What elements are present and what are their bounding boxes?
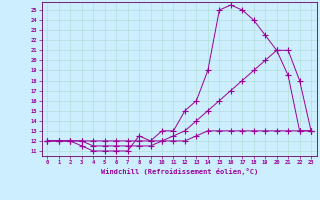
X-axis label: Windchill (Refroidissement éolien,°C): Windchill (Refroidissement éolien,°C) — [100, 168, 258, 175]
